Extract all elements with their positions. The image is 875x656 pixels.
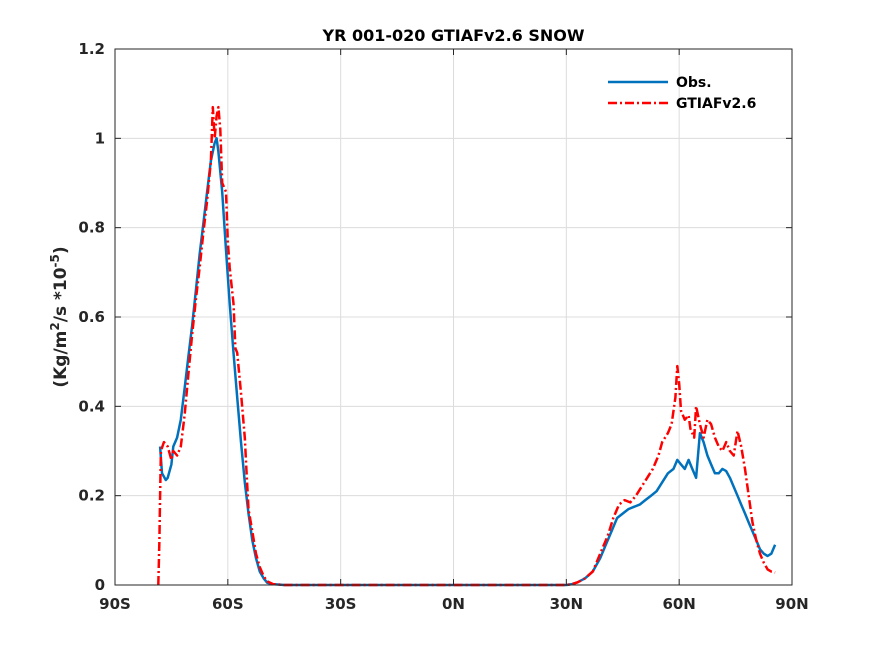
x-tick-label: 60N: [662, 595, 695, 613]
chart-title: YR 001-020 GTIAFv2.6 SNOW: [321, 26, 584, 45]
y-label-exp: -5: [48, 254, 62, 267]
y-label-sq: 2: [48, 322, 62, 330]
series-line: [157, 105, 776, 587]
ticks: 90S 60S 30S 0N 30N 60N 90N 0 0.2 0.4 0.6 0.8 1 1.2: [78, 40, 808, 613]
y-tick-label: 1.2: [78, 40, 105, 58]
legend-label: Obs.: [676, 75, 712, 91]
legend: Obs. GTIAFv2.6: [608, 75, 756, 112]
y-tick-label: 0: [95, 576, 105, 594]
y-tick-label: 0.2: [78, 487, 105, 505]
y-label-end: ): [51, 246, 71, 254]
y-label-mid: /s *10: [51, 267, 71, 322]
x-tick-label: 60S: [212, 595, 244, 613]
series-layer: [157, 105, 777, 587]
series-line: [158, 137, 777, 587]
x-tick-label: 30S: [325, 595, 357, 613]
y-tick-label: 1: [95, 129, 105, 147]
x-tick-label: 90N: [775, 595, 808, 613]
y-tick-label: 0.6: [78, 308, 105, 326]
grid: [115, 49, 792, 585]
y-tick-label: 0.8: [78, 219, 105, 237]
x-tick-label: 0N: [442, 595, 465, 613]
x-tick-label: 90S: [99, 595, 131, 613]
y-axis-label: (Kg/m2/s *10-5): [48, 246, 71, 387]
y-label-base: (Kg/m: [51, 331, 71, 388]
legend-label: GTIAFv2.6: [676, 96, 756, 112]
x-tick-label: 30N: [550, 595, 583, 613]
y-tick-label: 0.4: [78, 397, 105, 415]
